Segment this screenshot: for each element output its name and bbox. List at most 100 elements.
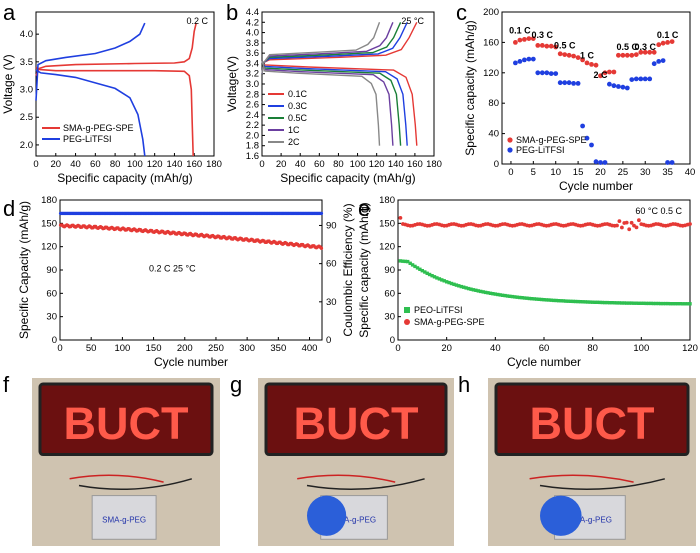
legend-label: PEO-LiTFSI [414,305,463,315]
data-point [513,40,518,45]
data-point [539,70,545,76]
panel-letter-h: h [458,372,470,397]
data-point [425,271,429,275]
y-tick-label: 3.6 [246,48,259,59]
data-point [493,292,497,296]
data-point [437,277,442,281]
legend-label: 1C [288,125,300,135]
data-point [445,280,449,284]
data-point [580,123,585,129]
data-point [620,301,624,305]
x-tick-label: 30 [640,167,651,178]
data-point [505,294,510,298]
data-point [642,76,648,82]
wire [539,478,665,491]
x-tick-label: 140 [388,159,404,170]
x-tick-label: 0 [259,159,264,170]
data-point [688,302,692,306]
data-point [634,225,639,230]
glove [307,495,347,536]
data-point [457,284,461,288]
data-point [600,300,605,305]
data-point [488,291,493,295]
photo-g: BUCT SMA-g-PEG [258,378,454,546]
data-point [449,281,454,286]
data-point [627,301,631,305]
led-sign [38,382,214,457]
photo-f: BUCT SMA-g-PEG [32,378,220,546]
x-tick-label: 0 [508,167,513,178]
data-point [471,288,476,292]
data-point [642,49,648,55]
data-point [452,282,456,286]
x-tick-label: 160 [407,159,423,170]
data-point [665,160,670,165]
data-point [633,52,639,57]
legend-marker [404,307,410,313]
legend-label: PEG-LiTFSI [516,145,565,155]
rate-label: 1 C [580,50,595,60]
data-point [556,299,561,303]
data-point [659,301,663,306]
series-line-discharge [35,69,146,157]
data-point [642,301,646,305]
y-tick-label: 180 [41,195,57,206]
data-point [513,60,518,66]
x-tick-label: 80 [587,343,598,354]
data-point [605,300,609,305]
data-point [573,299,578,304]
legend-label: 0.3C [288,101,308,111]
legend-label: 0.5C [288,113,308,123]
y-tick-label: 2.6 [246,100,259,111]
data-point [569,299,573,303]
data-point [474,288,478,292]
data-point [616,52,621,58]
data-point [403,259,407,264]
data-point [589,142,594,148]
pouch-label: SMA-g-PEG [568,515,612,524]
data-point [617,219,622,224]
x-tick-label: 100 [127,159,143,170]
data-point [598,300,602,305]
wire [78,478,193,491]
legend-marker [507,147,513,153]
led-sign-text: BUCT [64,398,189,449]
data-point [620,52,626,58]
pouch-label: SMA-g-PEG [102,515,146,524]
y-tick-label: 0 [390,335,395,346]
data-point [549,298,553,302]
data-point [526,36,532,41]
data-point [575,81,581,86]
y-tick-label: 2.4 [246,110,259,121]
chart-a: 0 20 40 60 80 100 120 140 160 180 2.0 2.5 3.0 3.5 4.0 S… [1,11,222,185]
data-point [510,294,515,299]
x-tick-label: 0 [57,343,62,354]
y-tick-label: 3.0 [20,85,33,96]
data-point [539,297,544,302]
y-tick-label: 150 [41,218,57,229]
chart-d: 0 50 100 150 200 250 300 350 4000306090120150180… [17,195,355,369]
data-point [664,301,668,306]
data-point [527,296,532,301]
photo-h: BUCT SMA-g-PEG [488,378,696,546]
led-sign [264,382,448,457]
y-tick-label: 4.4 [246,7,259,18]
data-point [522,57,527,63]
data-point [610,301,614,305]
data-point [486,291,490,295]
y2-tick-label: 90 [326,220,337,231]
data-point [622,301,626,305]
data-point [466,286,471,291]
data-point [575,55,581,60]
data-point [598,160,603,165]
data-point [660,40,666,46]
x-tick-label: 100 [114,343,130,354]
data-point [535,297,539,301]
data-point [415,266,420,270]
data-point [522,37,527,42]
wire [69,474,164,483]
data-point [553,71,559,76]
x-tick-label: 40 [70,159,81,170]
wire [306,478,425,491]
y-tick-label: 60 [384,288,395,299]
